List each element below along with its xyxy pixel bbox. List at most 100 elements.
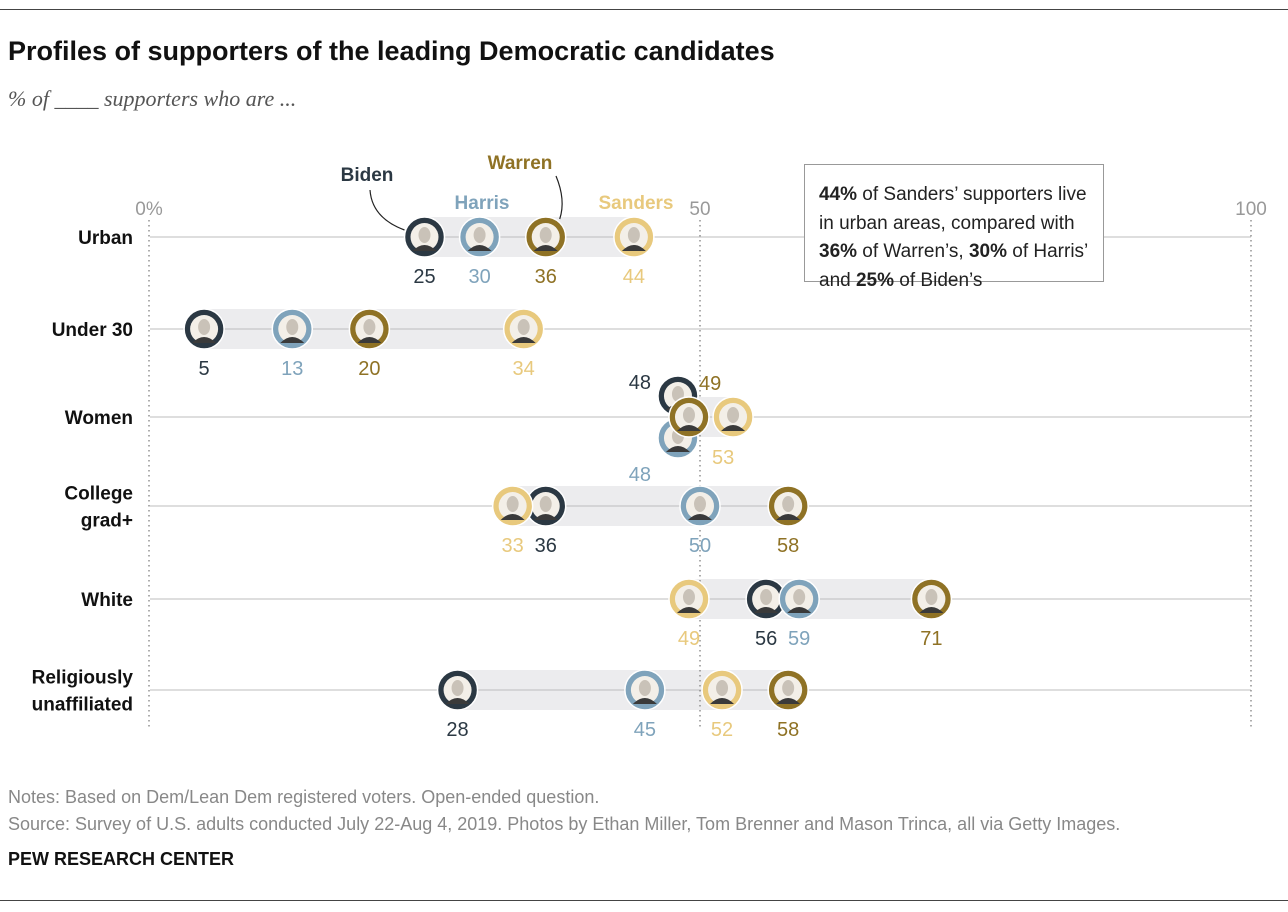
photo-face [638, 680, 651, 696]
callout-text-2: of Sanders’ supporters live in urban are… [819, 184, 1087, 234]
photo-face [716, 680, 729, 696]
photo-shoulders [754, 607, 779, 613]
row-label: Religiously [32, 668, 134, 689]
value-label: 5 [199, 358, 210, 380]
photo-shoulders [533, 245, 558, 251]
harris-marker [271, 308, 314, 350]
value-label: 58 [777, 535, 799, 557]
bottom-rule [0, 900, 1288, 901]
harris-marker [624, 669, 666, 711]
row-label: grad+ [81, 511, 133, 532]
callout-bold-1: 44% [819, 184, 858, 205]
value-label: 49 [699, 373, 721, 395]
photo-face [760, 589, 773, 605]
value-label: 30 [468, 266, 490, 288]
photo-shoulders [776, 514, 801, 520]
value-label: 28 [446, 719, 468, 741]
photo-face [682, 407, 695, 423]
sanders-marker [701, 669, 743, 711]
value-label: 25 [413, 266, 435, 288]
photo-shoulders [280, 337, 305, 343]
biden-marker [183, 308, 225, 350]
callout-bold-7: 25% [855, 269, 895, 291]
photo-face [782, 496, 795, 512]
biden-marker [436, 669, 479, 711]
photo-shoulders [192, 337, 217, 343]
photo-shoulders [467, 245, 492, 251]
photo-shoulders [787, 607, 812, 613]
photo-shoulders [357, 337, 382, 343]
row-label: Women [65, 408, 133, 429]
harris-marker [778, 578, 820, 620]
photo-shoulders [665, 446, 690, 452]
photo-face [506, 496, 519, 512]
biden-marker [745, 578, 787, 620]
sanders-marker [613, 216, 655, 258]
top-rule [0, 9, 1288, 10]
warren-marker [910, 578, 953, 620]
legend-harris: Harris [455, 193, 510, 214]
value-label: 53 [712, 447, 734, 469]
warren-marker [767, 669, 809, 711]
value-label: 50 [689, 535, 711, 557]
value-label: 34 [513, 358, 535, 380]
value-label: 36 [535, 266, 557, 288]
value-label: 59 [788, 628, 810, 650]
chart-subtitle: % of ____ supporters who are ... [8, 86, 297, 111]
brand-label: PEW RESEARCH CENTER [8, 849, 235, 869]
photo-shoulders [445, 698, 470, 704]
annotation-box: 44% of Sanders’ supporters live in urban… [804, 164, 1104, 291]
photo-face [198, 319, 211, 335]
photo-shoulders [621, 245, 646, 251]
row-label: unaffiliated [32, 695, 133, 716]
tick-label: 0% [135, 199, 163, 220]
notes-line: Notes: Based on Dem/Lean Dem registered … [8, 787, 600, 807]
photo-face [473, 227, 486, 243]
photo-shoulders [412, 245, 437, 251]
photo-face [418, 227, 431, 243]
value-label: 45 [634, 719, 656, 741]
value-label: 52 [711, 719, 733, 741]
photo-face [682, 589, 695, 605]
sanders-marker [668, 578, 710, 620]
photo-face [286, 319, 299, 335]
photo-shoulders [676, 425, 701, 431]
callout-text-8: of Biden’s [894, 269, 983, 291]
sanders-marker [491, 485, 534, 527]
biden-marker [403, 216, 446, 258]
harris-marker [458, 216, 501, 258]
chart-title: Profiles of supporters of the leading De… [8, 36, 775, 66]
photo-face [627, 227, 640, 243]
photo-face [727, 407, 740, 423]
dot-chart: 0% 50 100 Urban Under 30 Women College grad+ Whi… [32, 153, 1267, 741]
row-label: College [64, 484, 133, 505]
notes: Notes: Based on Dem/Lean Dem registered … [8, 784, 1120, 838]
warren-marker [348, 308, 391, 350]
photo-shoulders [721, 425, 746, 431]
harris-marker [679, 485, 721, 527]
photo-face [451, 680, 464, 696]
photo-shoulders [533, 514, 558, 520]
value-label: 56 [755, 628, 777, 650]
photo-face [363, 319, 376, 335]
value-label: 20 [358, 358, 380, 380]
row-label: Urban [78, 228, 133, 249]
callout-text-4: of Warren’s, [857, 241, 969, 262]
photo-shoulders [632, 698, 657, 704]
photo-face [925, 589, 938, 605]
biden-marker [524, 485, 567, 527]
tick-label: 100 [1235, 199, 1267, 220]
sanders-marker [712, 396, 754, 438]
value-label: 58 [777, 719, 799, 741]
value-label: 44 [623, 266, 645, 288]
photo-shoulders [511, 337, 536, 343]
value-label: 71 [920, 628, 942, 650]
photo-face [539, 496, 552, 512]
photo-face [793, 589, 806, 605]
value-label: 48 [629, 464, 651, 486]
photo-face [782, 680, 795, 696]
warren-marker [668, 396, 710, 438]
row-label: Under 30 [52, 320, 133, 341]
photo-face [694, 496, 706, 512]
sanders-marker [502, 308, 545, 350]
